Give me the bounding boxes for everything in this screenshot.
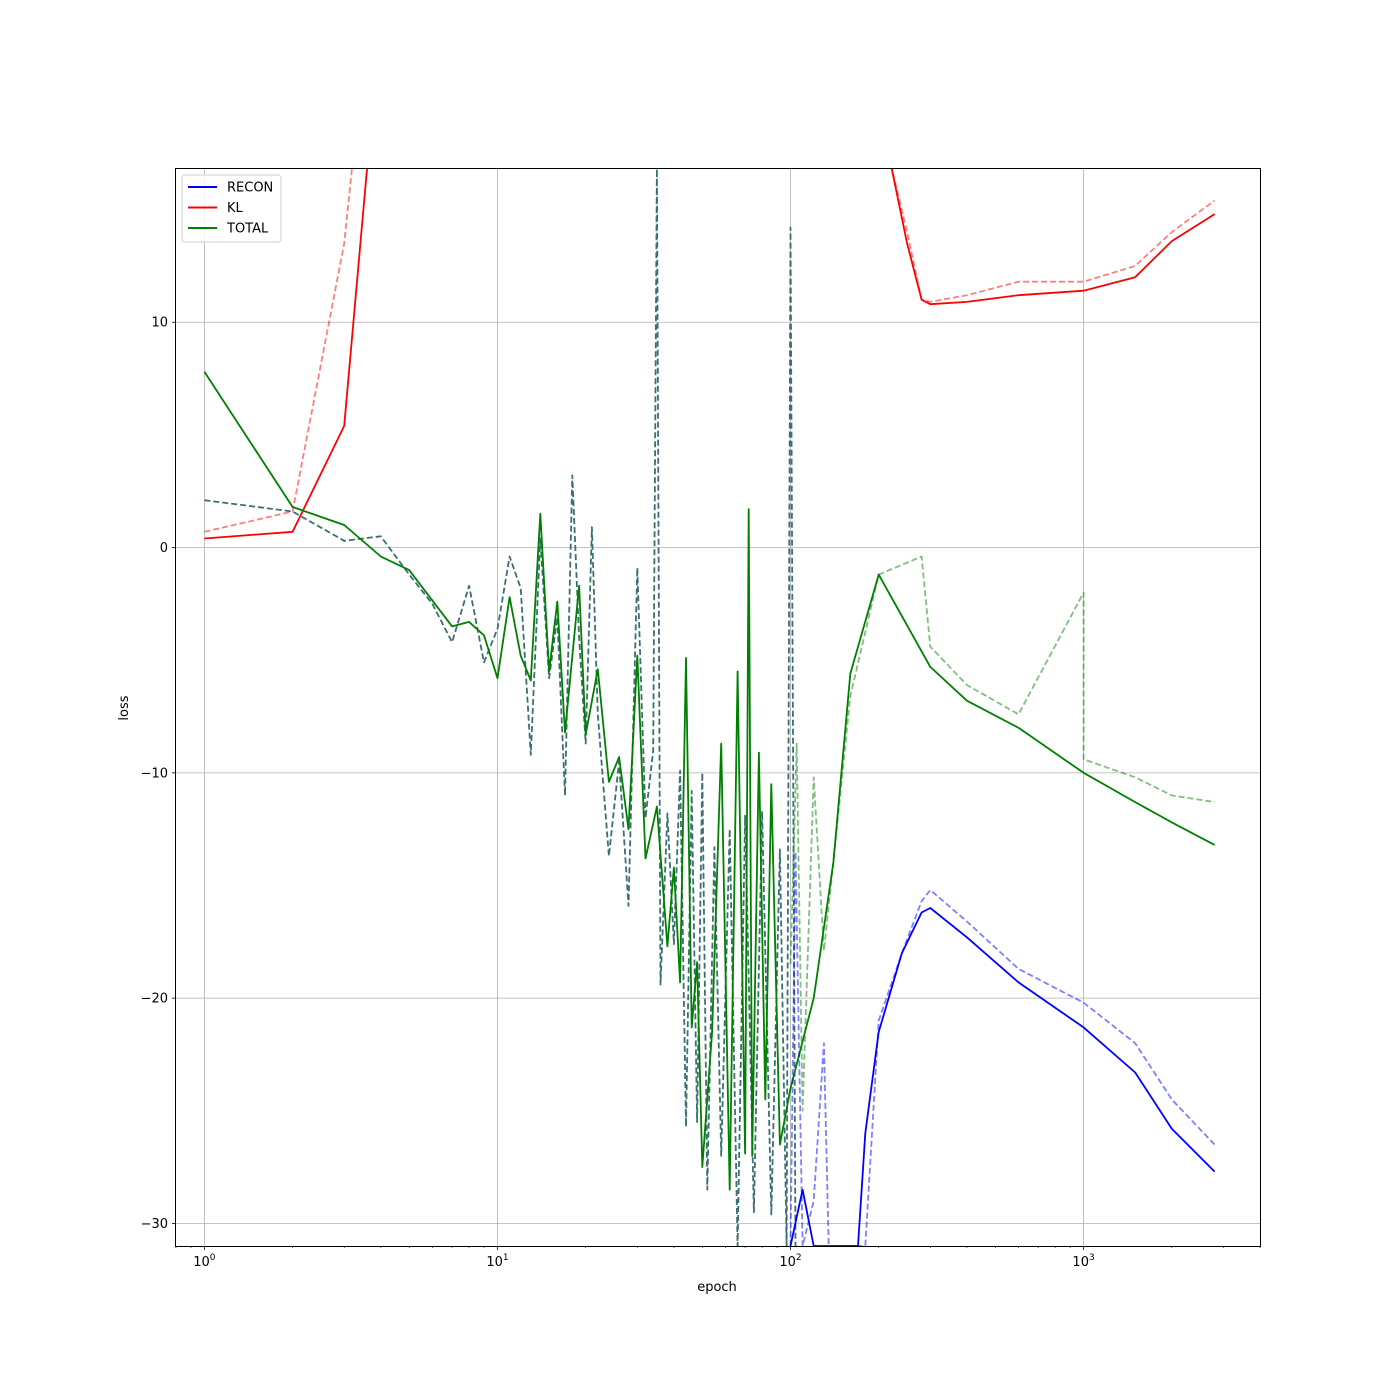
legend-label: KL [227, 201, 244, 216]
legend-box [181, 174, 282, 243]
y-axis-label: loss [117, 695, 132, 720]
series-line-total-validation [204, 169, 797, 1246]
legend-label: TOTAL [226, 222, 269, 237]
series-line-total-train-validation [789, 555, 1215, 1112]
y-tick-label: −20 [141, 992, 168, 1007]
grid-lines [176, 169, 1260, 1246]
series-line-recon-train [789, 907, 1216, 1246]
series-line-total-train [203, 371, 1216, 1191]
y-axis-ticks: 10 0 −10 −20 −30 [141, 316, 176, 1232]
legend-label: RECON [227, 181, 273, 196]
x-axis-ticks: 100 101 102 103 [175, 1246, 1261, 1270]
y-tick-label: −10 [141, 766, 168, 781]
y-tick-label: 10 [151, 316, 168, 331]
series-line-kl-train [204, 169, 1216, 540]
series-line-kl-validation [204, 169, 1216, 533]
x-tick-label: 102 [779, 1253, 801, 1270]
series-layer [203, 169, 1216, 1246]
x-axis-label: epoch [697, 1280, 737, 1295]
x-tick-label: 100 [193, 1253, 216, 1270]
x-tick-label: 101 [486, 1253, 508, 1270]
plot-frame [175, 168, 1261, 1247]
y-tick-label: −30 [141, 1217, 168, 1232]
x-tick-label: 103 [1072, 1253, 1094, 1270]
series-line-recon-validation [789, 850, 1216, 1246]
y-tick-label: 0 [160, 541, 168, 556]
legend: RECON KL TOTAL [181, 174, 282, 243]
